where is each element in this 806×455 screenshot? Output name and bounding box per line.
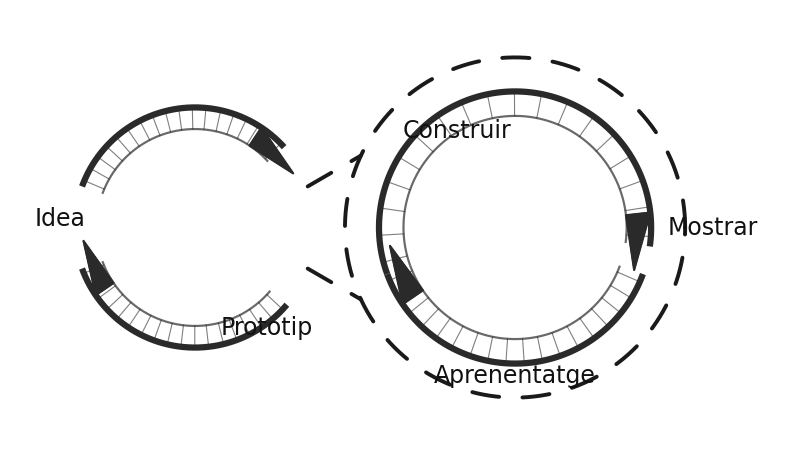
Text: Idea: Idea: [35, 207, 85, 232]
Text: Mostrar: Mostrar: [667, 216, 758, 239]
Polygon shape: [250, 127, 293, 173]
Text: Construir: Construir: [403, 120, 512, 143]
Text: Aprenentatge: Aprenentatge: [434, 364, 596, 388]
Polygon shape: [390, 246, 423, 304]
Polygon shape: [626, 212, 650, 270]
Polygon shape: [84, 241, 114, 295]
Text: Prototip: Prototip: [221, 316, 313, 339]
